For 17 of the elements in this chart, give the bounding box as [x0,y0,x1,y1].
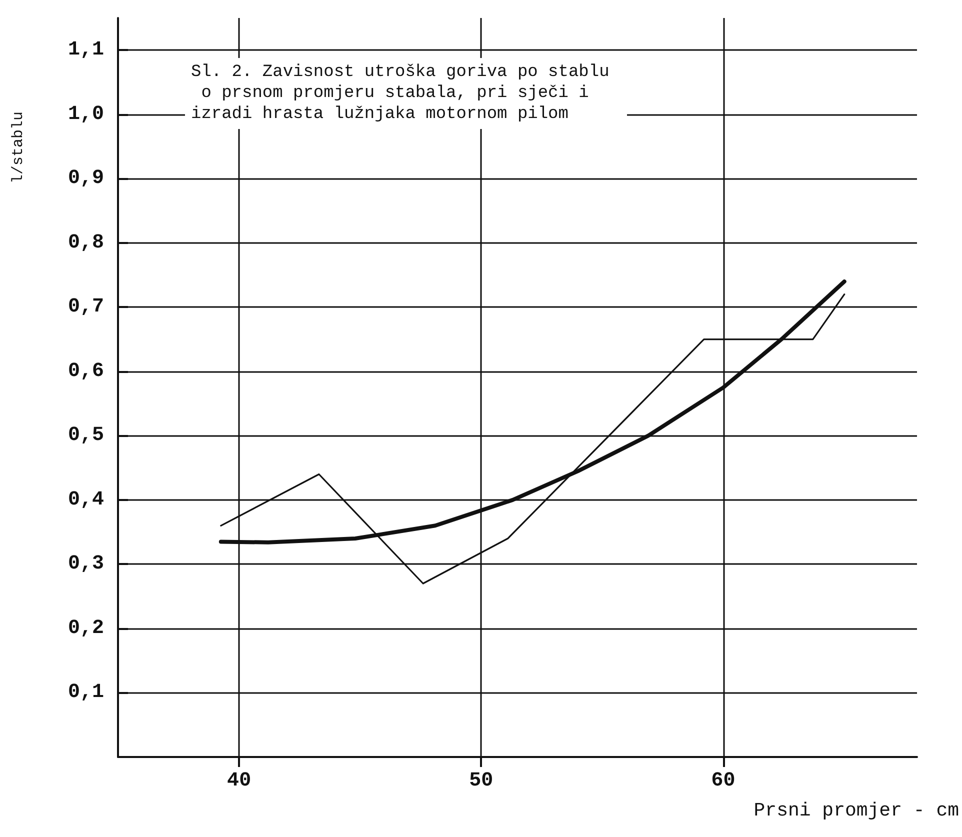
x-axis-title: Prsni promjer - cm [754,800,959,822]
y-tick-label: 0,3 [68,552,104,576]
y-tick-label: 1,1 [68,38,104,62]
y-tick-label: 0,9 [68,167,104,190]
y-tick-label: 1,0 [68,102,104,126]
y-axis-title: l/stablu [10,111,27,184]
y-tick-label: 0,8 [68,231,104,254]
y-tick-label: 0,7 [68,296,104,319]
y-tick-label: 0,4 [68,488,104,512]
x-tick-label: 60 [711,770,736,792]
y-tick-label: 0,6 [68,360,104,383]
y-tick-label: 0,1 [68,681,104,704]
text: Sl. 2. Zavisnost utroška goriva po stablu o prsnom promjeru stabala, pri sječi i izradi hrasta lužnjaka motornom pilom [191,63,610,124]
y-tick-label: 0,5 [68,424,104,448]
x-tick-label: 50 [469,770,494,792]
x-tick-label: 40 [227,770,252,792]
y-tick-label: 0,2 [68,616,104,640]
